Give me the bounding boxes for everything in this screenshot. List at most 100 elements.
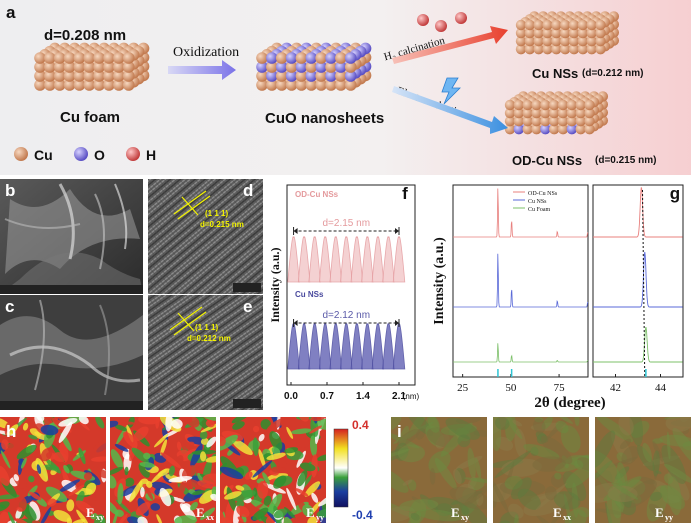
legend-swatch-o: [74, 147, 88, 161]
hrtem-image-e: [148, 295, 263, 410]
plot-frame-zoom: [592, 184, 684, 378]
x-tick-label: 0.7: [320, 391, 334, 402]
map-label-i-xx: E: [553, 505, 562, 520]
d-plane-label: (1 1 1): [205, 209, 229, 218]
series-line: [593, 251, 683, 308]
bottom-span: [293, 319, 400, 327]
x-tick-label: 50: [505, 382, 516, 394]
map-sub-i-yy: yy: [665, 513, 673, 522]
odcu-nss-slab: [504, 91, 609, 135]
shift-guide-line: [642, 189, 646, 378]
strain-map-xy: [0, 417, 106, 523]
x-tick-label: 1.4: [356, 391, 370, 402]
legend-label: Cu Foam: [528, 207, 551, 213]
oxidization-label: Oxidization: [173, 45, 240, 60]
strain-map-i-xx: [493, 417, 589, 523]
panel-label-g: g: [670, 184, 680, 203]
sem-image-c: [0, 295, 143, 410]
schematic-drawing: Cu O H: [14, 11, 620, 163]
strain-map-i-yy: [595, 417, 691, 523]
legend-label: Cu NSs: [528, 199, 547, 205]
map-sub-i-xx: xx: [563, 513, 571, 522]
panel-label-c: c: [5, 297, 15, 316]
series-line: [593, 327, 683, 363]
peak: [308, 323, 321, 370]
legend-swatch-h: [126, 147, 140, 161]
y-axis-label: Intensity (a.u.): [432, 237, 447, 325]
x-tick-label: 75: [554, 382, 566, 394]
peak: [297, 236, 311, 283]
map-label-xy: E: [86, 505, 95, 520]
peak: [297, 323, 311, 370]
zoom-series-od-cu-nss: [593, 187, 683, 238]
peak: [392, 236, 406, 283]
series-line: [453, 253, 589, 308]
map-sub-xy: xy: [96, 513, 104, 522]
zoom-series-cu-nss: [593, 251, 683, 308]
panel-label-i: i: [397, 422, 402, 441]
peak: [329, 323, 342, 370]
x-tick-label: 42: [610, 382, 621, 394]
legend-label-h: H: [146, 147, 156, 163]
strain-map-i-xy: [391, 417, 487, 523]
peak: [382, 236, 395, 283]
series-line: [593, 187, 683, 238]
peak: [350, 323, 364, 370]
x-tick-label: 44: [655, 382, 667, 394]
d-spacing-top: d=0.208 nm: [44, 27, 127, 44]
series-od-cu-nss: [287, 236, 406, 283]
peak: [361, 323, 374, 370]
lightning-icon: [441, 77, 461, 105]
top-series-label: OD-Cu NSs: [295, 190, 339, 199]
x-unit-label: (nm): [403, 392, 420, 401]
series-cu-nss: [453, 253, 589, 308]
legend-label: OD-Cu NSs: [528, 191, 558, 197]
x-tick-label: 0.0: [284, 391, 298, 402]
series-cu-nss: [287, 323, 406, 370]
top-span: [293, 227, 400, 235]
oxidization-arrow: [168, 60, 236, 80]
cu-nss-label: Cu NSs: [532, 66, 579, 81]
e-plane-label: (1 1 1): [195, 323, 219, 332]
map-label-xx: E: [196, 505, 205, 520]
panel-label-b: b: [5, 181, 16, 200]
panel-label-d: d: [243, 181, 254, 200]
map-sub-i-xy: xy: [461, 513, 469, 522]
peak: [318, 323, 332, 370]
peak: [287, 236, 300, 283]
d-spacing-label: d=0.215 nm: [200, 220, 244, 229]
series-line: [453, 343, 589, 363]
odcu-nss-spacing: (d=0.215 nm): [595, 155, 657, 166]
peak: [371, 236, 385, 283]
hrtem-image-d: [148, 179, 263, 294]
legend-label-o: O: [94, 147, 105, 163]
colorbar-min: -0.4: [352, 508, 373, 522]
legend-label-cu: Cu: [34, 147, 53, 163]
peak: [361, 236, 374, 283]
panel-label-e: e: [243, 297, 253, 316]
e-spacing-label: d=0.212 nm: [187, 334, 231, 343]
strain-map-xx: [110, 417, 216, 523]
h-atom: [455, 12, 467, 24]
series-line: [453, 188, 589, 238]
cu-foam-label: Cu foam: [60, 109, 120, 126]
h-atom: [417, 14, 429, 26]
cuo-slab: [256, 42, 372, 91]
map-sub-yy: yy: [316, 513, 324, 522]
top-span-label: d=2.15 nm: [323, 218, 371, 229]
peak: [340, 323, 353, 370]
cu-nss-slab: [515, 11, 620, 55]
panel-label-f: f: [402, 184, 408, 203]
panel-label-a: a: [6, 3, 16, 22]
x-tick-label: 25: [457, 382, 469, 394]
cu-nss-spacing: (d=0.212 nm): [582, 68, 644, 79]
panel-label-h: h: [6, 422, 16, 441]
x-axis-label: 2θ (degree): [534, 395, 605, 411]
plot-frame-main: [452, 184, 589, 378]
map-label-i-xy: E: [451, 505, 460, 520]
peak: [308, 236, 321, 283]
schematic-panel: a d=0.208 nm Cu foam Oxidization CuO nan…: [0, 0, 691, 175]
map-label-yy: E: [306, 505, 315, 520]
bottom-span-label: d=2.12 nm: [323, 310, 371, 321]
